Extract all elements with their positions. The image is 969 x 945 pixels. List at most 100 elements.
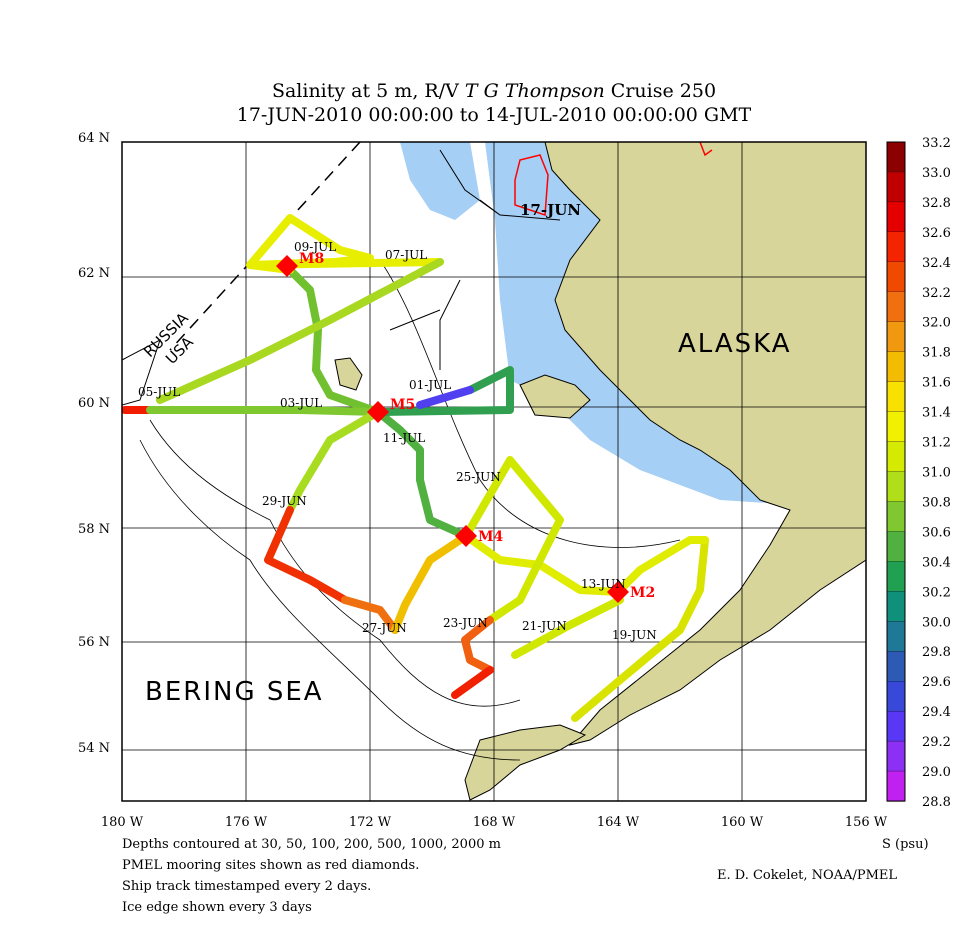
timestamp: 23-JUN: [443, 616, 488, 630]
colorbar-label: 31.4: [922, 406, 951, 421]
colorbar-label: 31.0: [922, 466, 951, 481]
mooring-diamond: [455, 525, 477, 547]
track-segment: [571, 536, 709, 722]
track-segment: [416, 386, 474, 409]
track-segment: [462, 532, 709, 596]
timestamp: 03-JUL: [280, 396, 322, 410]
colorbar-cell: [886, 591, 906, 622]
timestamp: 27-JUN: [362, 621, 407, 635]
track-segment: [286, 266, 382, 416]
colorbar-cell: [886, 651, 906, 682]
timestamp: 09-JUL: [294, 240, 336, 254]
timestamp: 17-JUN: [520, 201, 581, 219]
title: Salinity at 5 m, R/V T G Thompson Cruise…: [272, 80, 716, 102]
track-segment: [374, 366, 514, 416]
footnote: Depths contoured at 30, 50, 100, 200, 50…: [122, 837, 501, 852]
track-segment: [511, 596, 624, 659]
colorbar-cell: [886, 291, 906, 323]
mooring-label: M4: [478, 529, 503, 545]
lon-label: 176 W: [225, 815, 268, 830]
colorbar-label: 28.8: [922, 795, 951, 810]
colorbar-label: 29.2: [922, 735, 951, 750]
colorbar-cell: [886, 501, 906, 533]
lon-label: 156 W: [845, 815, 888, 830]
mooring-label: M8: [299, 251, 324, 267]
colorbar-cell: [886, 261, 906, 293]
timestamp: 01-JUL: [409, 378, 451, 392]
track-segment: [246, 214, 444, 274]
colorbar-cell: [886, 321, 906, 353]
colorbar-label: 31.2: [922, 436, 951, 451]
land: [464, 724, 587, 801]
place-label: BERING SEA: [145, 677, 324, 707]
timestamp: 25-JUN: [456, 470, 501, 484]
timestamp: 13-JUN: [581, 577, 626, 591]
mooring-diamond: [367, 401, 389, 423]
footnote: PMEL mooring sites shown as red diamonds…: [122, 858, 419, 873]
lon-label: 172 W: [349, 815, 392, 830]
track-segment: [286, 408, 382, 514]
track-segment: [264, 506, 349, 604]
colorbar-label: 29.6: [922, 675, 951, 690]
timestamp: 05-JUL: [138, 385, 180, 399]
lat-label: 54 N: [78, 741, 110, 756]
map-area: [122, 142, 866, 801]
title-part: Salinity at 5 m, R/V: [272, 80, 465, 102]
lat-label: 56 N: [78, 635, 110, 650]
timestamp: 07-JUL: [385, 248, 427, 262]
colorbar-cell: [886, 681, 906, 712]
map-frame: [121, 141, 867, 802]
footnote: Ship track timestamped every 2 days.: [122, 879, 371, 894]
contour: [379, 259, 681, 548]
colorbar-label: 30.6: [922, 525, 951, 540]
colorbar-label: 30.0: [922, 615, 951, 630]
timestamp: 19-JUN: [612, 628, 657, 642]
mooring-diamond: [607, 581, 629, 603]
colorbar-label: 29.4: [922, 705, 951, 720]
colorbar-label: 32.6: [922, 226, 951, 241]
colorbar-cell: [886, 381, 906, 413]
subtitle: 17-JUN-2010 00:00:00 to 14-JUL-2010 00:0…: [237, 104, 752, 126]
colorbar-cell: [886, 201, 906, 233]
colorbar-cell: [886, 770, 906, 802]
colorbar-cell: [886, 231, 906, 263]
lat-label: 58 N: [78, 522, 110, 537]
track-segment: [461, 616, 494, 674]
title-part: T G: [465, 80, 499, 102]
land: [544, 142, 866, 746]
coast: [122, 338, 161, 406]
mooring-label: M2: [630, 585, 655, 601]
track-segment: [374, 408, 470, 540]
lat-label: 62 N: [78, 266, 110, 281]
track-segment: [156, 258, 444, 404]
lat-label: 64 N: [78, 131, 110, 146]
contour: [139, 439, 521, 761]
colorbar-cell: [886, 740, 906, 772]
colorbar-label: 32.2: [922, 286, 951, 301]
colorbar-label: 30.2: [922, 585, 951, 600]
footnote: Ice edge shown every 3 days: [122, 900, 312, 915]
timestamp: 21-JUN: [522, 619, 567, 633]
colorbar-cell: [886, 351, 906, 383]
land: [334, 357, 363, 391]
ice-edge: [389, 149, 561, 370]
ice-edge-red: [514, 142, 713, 217]
lat-label: 60 N: [78, 396, 110, 411]
mooring-label: M5: [390, 397, 415, 413]
colorbar-label: 33.2: [922, 136, 951, 151]
timestamp: 29-JUN: [262, 494, 307, 508]
place-label: ALASKA: [678, 329, 792, 359]
colorbar-unit: S (psu): [882, 837, 929, 852]
lon-label: 160 W: [721, 815, 764, 830]
colorbar-cell: [886, 531, 906, 563]
timestamp: 11-JUL: [383, 431, 425, 445]
track-segment: [341, 596, 399, 634]
colorbar-cell: [886, 411, 906, 443]
lon-label: 168 W: [473, 815, 516, 830]
colorbar-label: 30.4: [922, 555, 951, 570]
contour: [149, 419, 521, 707]
moorings: [276, 255, 629, 603]
colorbar-label: 29.0: [922, 765, 951, 780]
colorbar-cell: [886, 171, 906, 203]
